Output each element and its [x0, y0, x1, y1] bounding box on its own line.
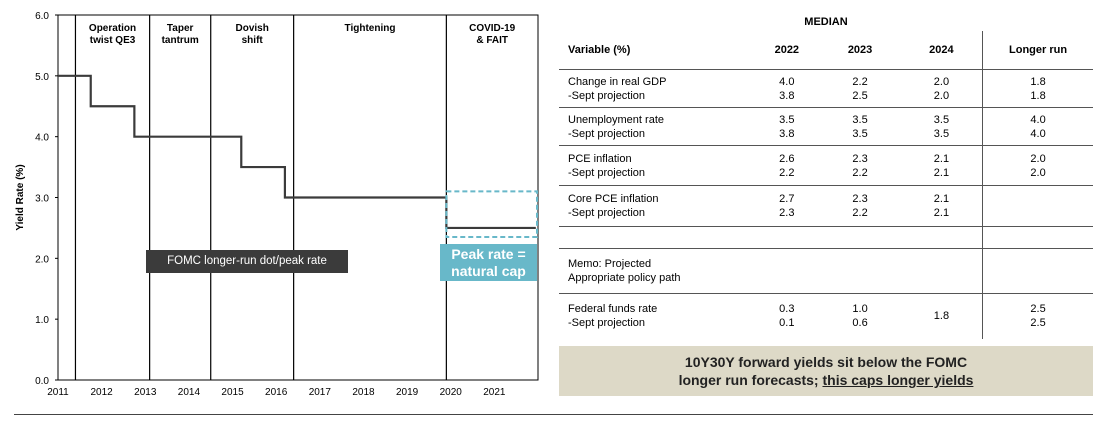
x-tick-label: 2021 — [483, 387, 506, 398]
era-label: shift — [242, 35, 264, 46]
column-header: Variable (%) — [568, 44, 631, 56]
x-tick-label: 2017 — [309, 387, 332, 398]
table-cell: 0.3 0.1 — [754, 293, 820, 339]
x-tick-label: 2020 — [440, 387, 463, 398]
table-cell: 2.1 2.1 — [900, 145, 983, 186]
era-label: twist QE3 — [90, 35, 136, 46]
table-cell: 3.5 3.8 — [754, 107, 820, 146]
row-label: Change in real GDP -Sept projection — [559, 69, 755, 108]
table-row: Change in real GDP -Sept projection 4.0 3.… — [559, 69, 1093, 108]
y-axis-label: Yield Rate (%) — [15, 164, 26, 230]
x-tick-label: 2012 — [91, 387, 114, 398]
table-cell — [982, 185, 1093, 227]
x-tick-label: 2011 — [47, 387, 69, 398]
row-label: Unemployment rate -Sept projection — [559, 107, 755, 146]
column-header: 2022 — [774, 44, 800, 56]
table-cell: 4.0 4.0 — [982, 107, 1093, 146]
x-tick-label: 2015 — [221, 387, 244, 398]
table-cell: 2.0 2.0 — [900, 69, 983, 108]
y-tick-label: 5.0 — [35, 72, 49, 83]
column-header: Longer run — [982, 31, 1093, 70]
x-tick-label: 2019 — [396, 387, 419, 398]
y-tick-label: 0.0 — [35, 376, 49, 387]
peak-rate-highlight — [445, 190, 539, 239]
y-tick-label: 1.0 — [35, 315, 49, 326]
era-label: Operation — [89, 23, 136, 34]
table-cell: 2.3 2.2 — [819, 145, 901, 186]
memo-label: Memo: Projected Appropriate policy path — [559, 248, 755, 294]
peak-rate-label: Peak rate = natural cap — [440, 244, 537, 281]
era-label: tantrum — [162, 35, 199, 46]
median-header: MEDIAN — [804, 16, 848, 28]
table-row: Federal funds rate -Sept projection 0.3 0.… — [559, 293, 1093, 339]
table-cell: 2.3 2.2 — [819, 185, 901, 227]
table-cell: 2.0 2.0 — [982, 145, 1093, 186]
table-cell: 1.8 1.8 — [982, 69, 1093, 108]
era-label: Dovish — [236, 23, 269, 34]
yield-chart: Operation twist QE3 Taper tantrum Dovish shif… — [0, 0, 550, 410]
y-tick-label: 6.0 — [35, 11, 49, 22]
column-header: 2023 — [847, 44, 873, 56]
table-cell: 2.5 2.5 — [982, 293, 1093, 339]
table-cell: 1.0 0.6 — [819, 293, 901, 339]
table-cell: 2.7 2.3 — [754, 185, 820, 227]
era-label: Taper — [167, 23, 194, 34]
table-cell: 3.5 3.5 — [819, 107, 901, 146]
fomc-projections-table: Variable (%) 2022 2023 2024 Longer run C… — [559, 31, 1093, 339]
callout-box: 10Y30Y forward yields sit below the FOMC… — [559, 346, 1093, 396]
row-label: Core PCE inflation -Sept projection — [559, 185, 755, 227]
fomc-dot-line — [58, 74, 536, 230]
callout-line1: 10Y30Y forward yields sit below the FOMC — [684, 354, 968, 370]
x-tick-label: 2013 — [134, 387, 157, 398]
callout-line2-plain: longer run forecasts; — [678, 372, 823, 388]
table-cell: 2.6 2.2 — [754, 145, 820, 186]
peak-rate-label-line2: natural cap — [451, 263, 526, 279]
table-cell: 2.1 2.1 — [900, 185, 983, 227]
x-tick-label: 2016 — [265, 387, 288, 398]
x-tick-label: 2014 — [178, 387, 201, 398]
callout-line2-underlined: this caps longer yields — [822, 372, 974, 388]
table-header-row: Variable (%) 2022 2023 2024 Longer run — [559, 31, 1093, 70]
table-cell: 4.0 3.8 — [754, 69, 820, 108]
y-tick-label: 3.0 — [35, 194, 49, 205]
table-cell: 1.8 — [900, 293, 983, 339]
table-row: Unemployment rate -Sept projection 3.5 3.8… — [559, 107, 1093, 146]
column-header: 2024 — [929, 44, 954, 56]
peak-rate-label-line1: Peak rate = — [451, 246, 526, 262]
table-cell: 3.5 3.5 — [900, 107, 983, 146]
y-tick-label: 2.0 — [35, 254, 49, 265]
bottom-rule — [14, 414, 1093, 415]
era-label: & FAIT — [476, 35, 508, 46]
y-tick-label: 4.0 — [35, 133, 49, 144]
era-label: Tightening — [345, 23, 396, 34]
fomc-longer-run-label: FOMC longer-run dot/peak rate — [146, 250, 348, 273]
row-label: Federal funds rate -Sept projection — [559, 293, 755, 339]
table-spacer-row — [559, 226, 1093, 249]
era-label: COVID-19 — [469, 23, 516, 34]
table-row: Core PCE inflation -Sept projection 2.7 2.… — [559, 185, 1093, 227]
x-tick-label: 2018 — [352, 387, 375, 398]
callout-line2: longer run forecasts; this caps longer y… — [559, 371, 1093, 389]
row-label: PCE inflation -Sept projection — [559, 145, 755, 186]
table-row: PCE inflation -Sept projection 2.6 2.2 2.3… — [559, 145, 1093, 186]
table-cell: 2.2 2.5 — [819, 69, 901, 108]
table-row: Memo: Projected Appropriate policy path — [559, 248, 1093, 294]
